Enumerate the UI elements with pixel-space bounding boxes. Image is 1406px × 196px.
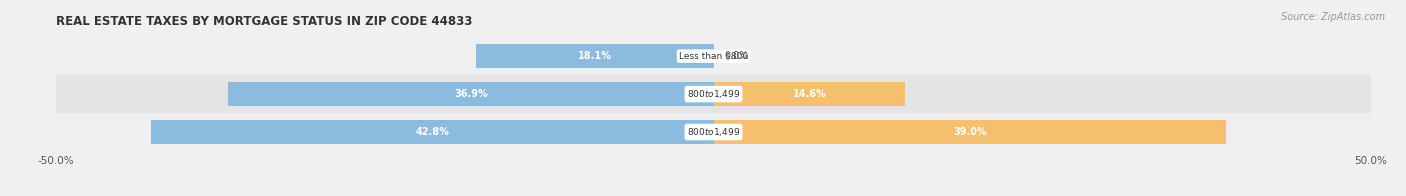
Text: 36.9%: 36.9% (454, 89, 488, 99)
Text: 42.8%: 42.8% (415, 127, 449, 137)
Bar (228, 82, 713, 106)
Text: 18.1%: 18.1% (578, 51, 612, 61)
Text: 0.0%: 0.0% (724, 51, 748, 61)
Bar (150, 120, 713, 144)
Text: 14.6%: 14.6% (793, 89, 827, 99)
Bar (475, 44, 713, 68)
Text: 39.0%: 39.0% (953, 127, 987, 137)
Text: $800 to $1,499: $800 to $1,499 (688, 88, 740, 100)
Text: Source: ZipAtlas.com: Source: ZipAtlas.com (1281, 12, 1385, 22)
Bar (56, 75, 1371, 113)
Text: Less than $800: Less than $800 (679, 52, 748, 61)
Bar (713, 82, 905, 106)
Text: REAL ESTATE TAXES BY MORTGAGE STATUS IN ZIP CODE 44833: REAL ESTATE TAXES BY MORTGAGE STATUS IN … (56, 15, 472, 28)
Bar (56, 113, 1371, 151)
Text: $800 to $1,499: $800 to $1,499 (688, 126, 740, 138)
Bar (56, 37, 1371, 75)
Bar (713, 120, 1226, 144)
